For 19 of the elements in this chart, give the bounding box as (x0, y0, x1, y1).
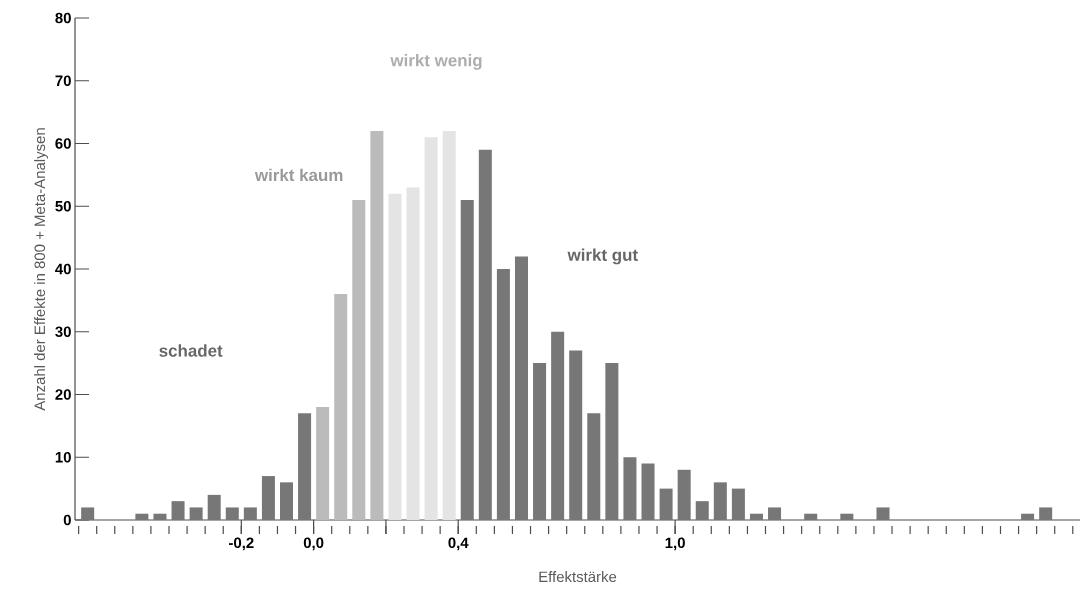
x-tick-label: 0,0 (303, 537, 324, 551)
y-tick-label: 70 (55, 75, 71, 87)
y-tick-label: 10 (55, 451, 71, 463)
annotation: wirkt wenig (390, 53, 482, 70)
x-tick-label: -0,2 (229, 537, 254, 551)
y-tick-label: 60 (55, 138, 71, 149)
y-tick-label: 50 (55, 200, 71, 212)
y-axis-title: Anzahl der Effekte in 800 + Meta-Analysen (34, 128, 49, 411)
x-tick-label: 0,4 (448, 537, 469, 551)
x-axis-title: Effektstärke (539, 571, 617, 583)
annotation: schadet (159, 344, 223, 357)
annotation: wirkt kaum (254, 168, 343, 182)
y-tick-label: 20 (55, 389, 71, 400)
y-tick-label: 80 (55, 12, 71, 24)
y-tick-label: 40 (55, 263, 71, 275)
y-tick-label: 0 (63, 514, 71, 526)
annotation: wirkt gut (567, 248, 638, 265)
y-tick-label: 30 (55, 326, 71, 338)
x-tick-label: 1,0 (665, 537, 685, 551)
